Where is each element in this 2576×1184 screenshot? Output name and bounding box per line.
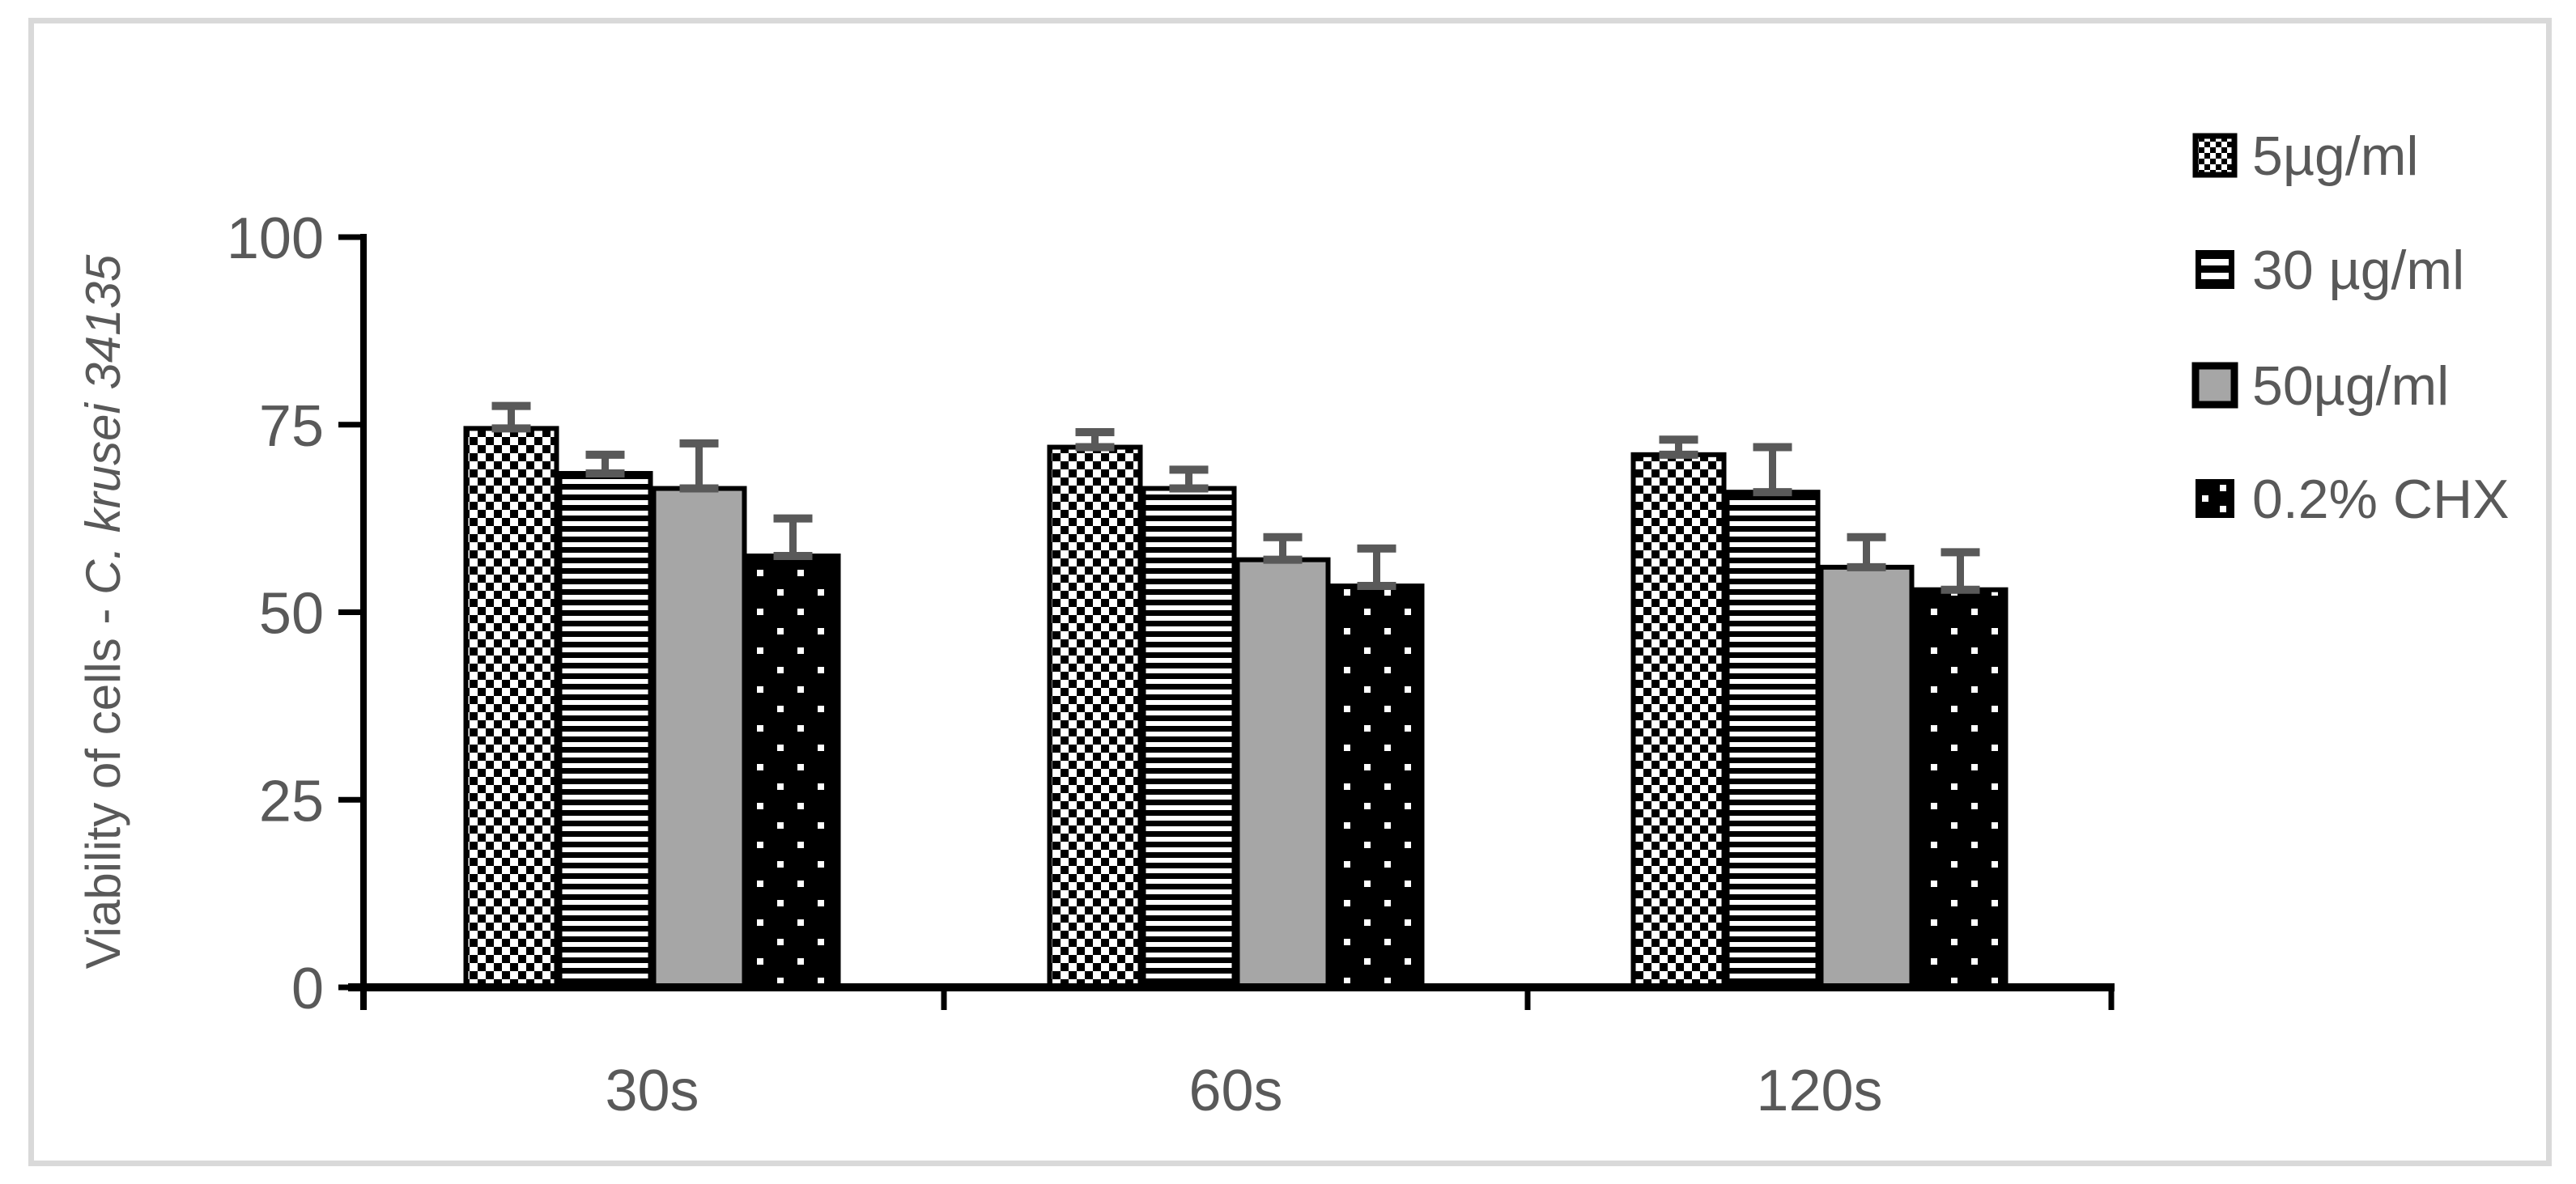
bar-120s-series-0 <box>1630 452 1727 990</box>
bar-30s-series-1 <box>557 471 653 990</box>
error-bar-30s-series-3 <box>773 514 813 560</box>
bar-30s-series-2 <box>651 486 747 990</box>
category-label-60s: 60s <box>1188 1059 1282 1123</box>
legend-swatch-stripe <box>2201 259 2229 265</box>
error-bar-120s-series-2 <box>1847 533 1886 571</box>
bar-60s-series-1 <box>1141 486 1237 990</box>
error-bar-120s-series-0 <box>1659 435 1698 459</box>
error-bar-60s-series-3 <box>1357 544 1396 591</box>
error-bar-30s-series-1 <box>585 450 625 478</box>
bar-60s-series-2 <box>1235 557 1331 990</box>
legend-swatch-gray <box>2191 362 2238 409</box>
y-axis-title-species: C. krusei 34135 <box>76 254 130 595</box>
error-bar-120s-series-1 <box>1753 443 1792 497</box>
bar-120s-series-3 <box>1912 587 2009 990</box>
legend-item-1: 30 µg/ml <box>2196 240 2464 301</box>
legend-label-2: 50µg/ml <box>2252 355 2449 417</box>
bar-120s-series-2 <box>1818 564 1915 990</box>
legend-swatch-horizontal-stripes <box>2196 250 2234 289</box>
bar-60s-series-3 <box>1328 584 1425 990</box>
legend-item-3: 0.2% CHX <box>2196 469 2509 530</box>
category-label-120s: 120s <box>1756 1059 1882 1123</box>
y-tick-label-0: 0 <box>291 957 324 1021</box>
error-bar-60s-series-2 <box>1263 533 1303 564</box>
bar-120s-series-1 <box>1724 490 1821 990</box>
category-label-30s: 30s <box>605 1059 699 1123</box>
legend-item-0: 5µg/ml <box>2192 125 2418 187</box>
y-axis-title-prefix: Viability of cells - <box>76 595 130 969</box>
legend-swatch-stripe <box>2201 273 2229 279</box>
error-bar-30s-series-2 <box>679 439 719 493</box>
error-bar-30s-series-0 <box>491 401 531 433</box>
legend-label-3: 0.2% CHX <box>2252 469 2509 530</box>
legend-label-1: 30 µg/ml <box>2252 240 2464 301</box>
error-bar-60s-series-0 <box>1075 428 1115 452</box>
bar-60s-series-0 <box>1047 444 1143 990</box>
y-tick-label-50: 50 <box>259 582 324 647</box>
y-tick-label-75: 75 <box>259 394 324 459</box>
y-tick-label-100: 100 <box>227 206 324 271</box>
legend-swatch-dots <box>2196 479 2234 518</box>
error-bar-120s-series-3 <box>1941 548 1980 594</box>
legend-swatch-dot <box>2220 485 2226 491</box>
bar-30s-series-3 <box>745 553 841 990</box>
legend-swatch-checkerboard <box>2192 133 2238 178</box>
legend-swatch-dot <box>2202 495 2208 502</box>
legend-label-0: 5µg/ml <box>2252 125 2418 187</box>
legend-item-2: 50µg/ml <box>2191 355 2449 417</box>
y-tick-label-25: 25 <box>259 769 324 834</box>
error-bar-60s-series-1 <box>1169 465 1209 493</box>
legend-swatch-dot <box>2220 506 2226 512</box>
y-axis-title: Viability of cells - C. krusei 34135 <box>76 254 130 969</box>
bar-30s-series-0 <box>463 426 559 990</box>
